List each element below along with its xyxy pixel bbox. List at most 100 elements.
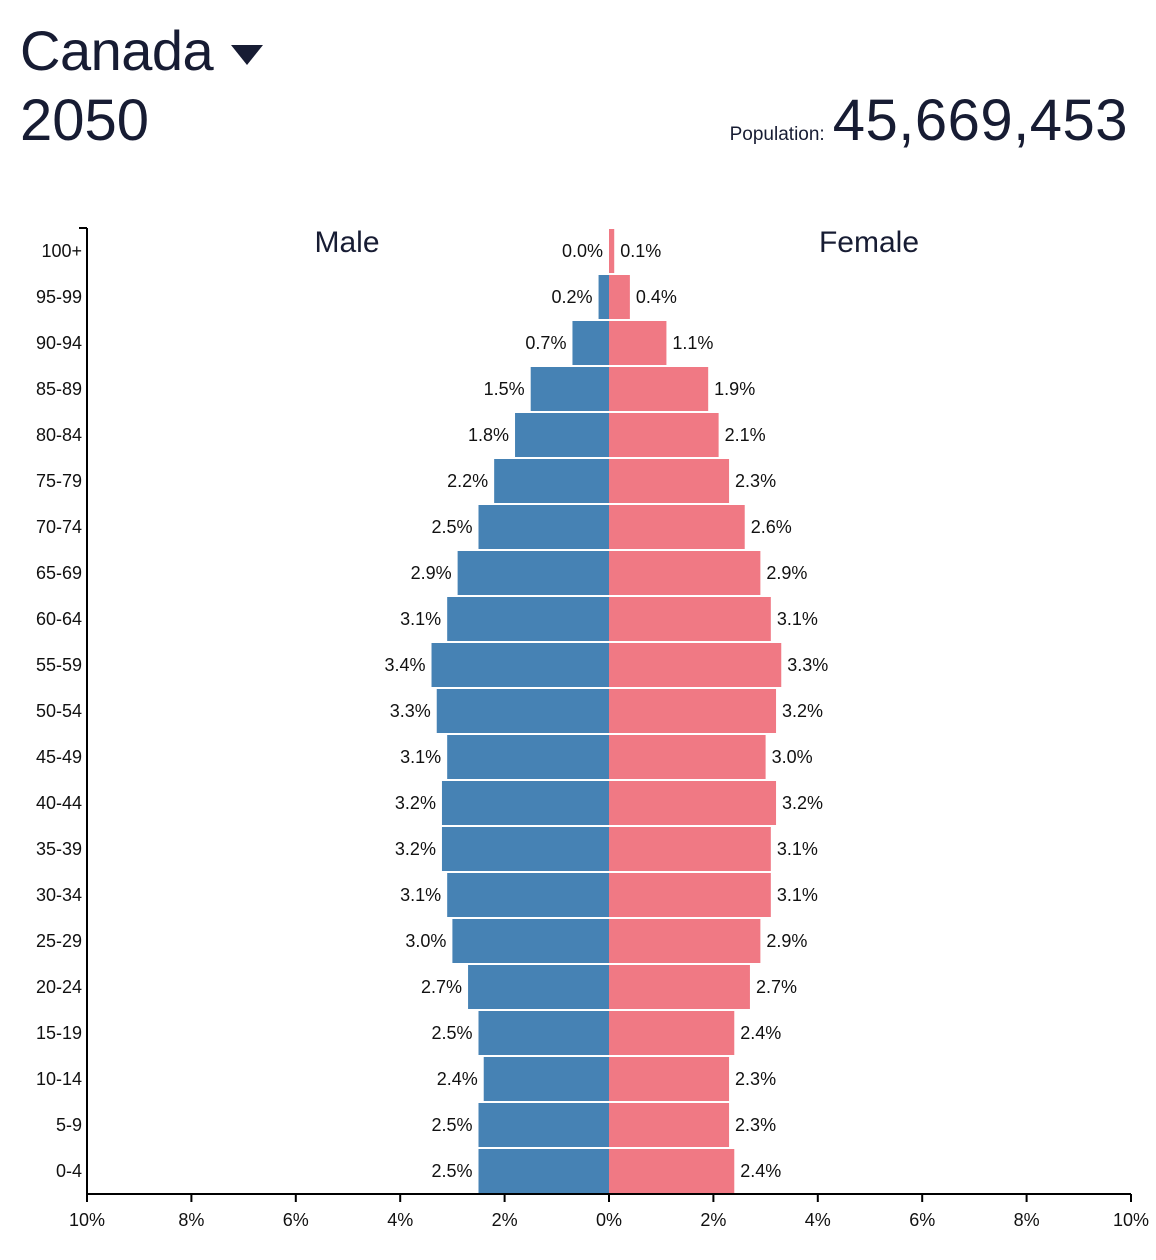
female-value-label: 3.3% [787, 655, 828, 675]
female-value-label: 2.9% [766, 563, 807, 583]
x-tick-label: 4% [805, 1210, 831, 1230]
male-bar [494, 459, 609, 503]
y-tick-label: 85-89 [36, 379, 82, 399]
male-value-label: 0.7% [525, 333, 566, 353]
x-tick-label: 10% [69, 1210, 105, 1230]
y-tick-label: 50-54 [36, 701, 82, 721]
female-bar [609, 413, 719, 457]
female-value-label: 2.1% [725, 425, 766, 445]
female-bar [609, 275, 630, 319]
y-tick-label: 5-9 [56, 1115, 82, 1135]
x-tick-label: 8% [178, 1210, 204, 1230]
female-bar [609, 367, 709, 411]
y-tick-label: 10-14 [36, 1069, 82, 1089]
y-tick-label: 65-69 [36, 563, 82, 583]
female-value-label: 2.9% [766, 931, 807, 951]
y-tick-label: 35-39 [36, 839, 82, 859]
female-value-label: 2.4% [740, 1161, 781, 1181]
y-tick-label: 75-79 [36, 471, 82, 491]
female-bar [609, 1103, 730, 1147]
female-value-label: 2.4% [740, 1023, 781, 1043]
female-value-label: 3.1% [777, 609, 818, 629]
x-tick-label: 4% [387, 1210, 413, 1230]
population-label: Population: [729, 124, 825, 145]
y-tick-label: 15-19 [36, 1023, 82, 1043]
y-tick-label: 55-59 [36, 655, 82, 675]
male-bar [515, 413, 609, 457]
male-bar [478, 1011, 609, 1055]
male-bar [452, 919, 609, 963]
male-bar [441, 781, 609, 825]
female-bar [609, 597, 771, 641]
y-tick-label: 100+ [41, 241, 82, 261]
male-value-label: 3.4% [384, 655, 425, 675]
y-tick-label: 95-99 [36, 287, 82, 307]
country-dropdown[interactable]: Canada [20, 18, 264, 84]
female-bar [609, 827, 771, 871]
male-value-label: 2.5% [431, 1115, 472, 1135]
male-bar [447, 735, 609, 779]
y-tick-label: 25-29 [36, 931, 82, 951]
y-tick-label: 40-44 [36, 793, 82, 813]
female-bar [609, 919, 761, 963]
female-bar [609, 229, 615, 273]
male-value-label: 3.3% [390, 701, 431, 721]
male-bar [447, 873, 609, 917]
y-tick-label: 80-84 [36, 425, 82, 445]
male-value-label: 2.5% [431, 517, 472, 537]
male-bar [598, 275, 609, 319]
female-bar [609, 965, 750, 1009]
female-value-label: 1.9% [714, 379, 755, 399]
male-bar [447, 597, 609, 641]
x-tick-label: 2% [700, 1210, 726, 1230]
y-tick-label: 70-74 [36, 517, 82, 537]
male-header: Male [314, 226, 379, 259]
female-value-label: 2.3% [735, 471, 776, 491]
y-tick-label: 20-24 [36, 977, 82, 997]
male-value-label: 3.2% [395, 793, 436, 813]
x-tick-label: 6% [283, 1210, 309, 1230]
population-value: 45,669,453 [832, 88, 1128, 153]
male-value-label: 1.8% [468, 425, 509, 445]
female-bar [609, 505, 745, 549]
caret-down-icon[interactable] [231, 45, 264, 65]
male-bar [483, 1057, 609, 1101]
female-value-label: 1.1% [672, 333, 713, 353]
male-bar [530, 367, 609, 411]
male-bar [457, 551, 609, 595]
female-value-label: 3.2% [782, 793, 823, 813]
female-bar [609, 873, 771, 917]
x-tick-label: 6% [909, 1210, 935, 1230]
female-value-label: 2.7% [756, 977, 797, 997]
female-bar [609, 1011, 735, 1055]
female-value-label: 0.4% [636, 287, 677, 307]
male-value-label: 3.1% [400, 885, 441, 905]
female-value-label: 3.1% [777, 885, 818, 905]
female-bar [609, 1149, 735, 1193]
x-tick-label: 0% [596, 1210, 622, 1230]
x-tick-label: 8% [1014, 1210, 1040, 1230]
male-value-label: 2.7% [421, 977, 462, 997]
male-value-label: 3.0% [405, 931, 446, 951]
female-header: Female [819, 226, 919, 259]
male-bar [572, 321, 609, 365]
male-value-label: 2.9% [411, 563, 452, 583]
x-tick-label: 2% [492, 1210, 518, 1230]
male-value-label: 3.1% [400, 609, 441, 629]
male-value-label: 1.5% [484, 379, 525, 399]
male-value-label: 3.1% [400, 747, 441, 767]
female-bar [609, 459, 730, 503]
female-value-label: 3.2% [782, 701, 823, 721]
year-label: 2050 [20, 88, 150, 153]
male-bar [468, 965, 609, 1009]
female-value-label: 3.0% [772, 747, 813, 767]
y-tick-label: 90-94 [36, 333, 82, 353]
female-value-label: 2.3% [735, 1069, 776, 1089]
male-bar [478, 1149, 609, 1193]
female-bar [609, 551, 761, 595]
female-value-label: 3.1% [777, 839, 818, 859]
female-bar [609, 321, 667, 365]
male-value-label: 0.2% [552, 287, 593, 307]
female-value-label: 2.6% [751, 517, 792, 537]
